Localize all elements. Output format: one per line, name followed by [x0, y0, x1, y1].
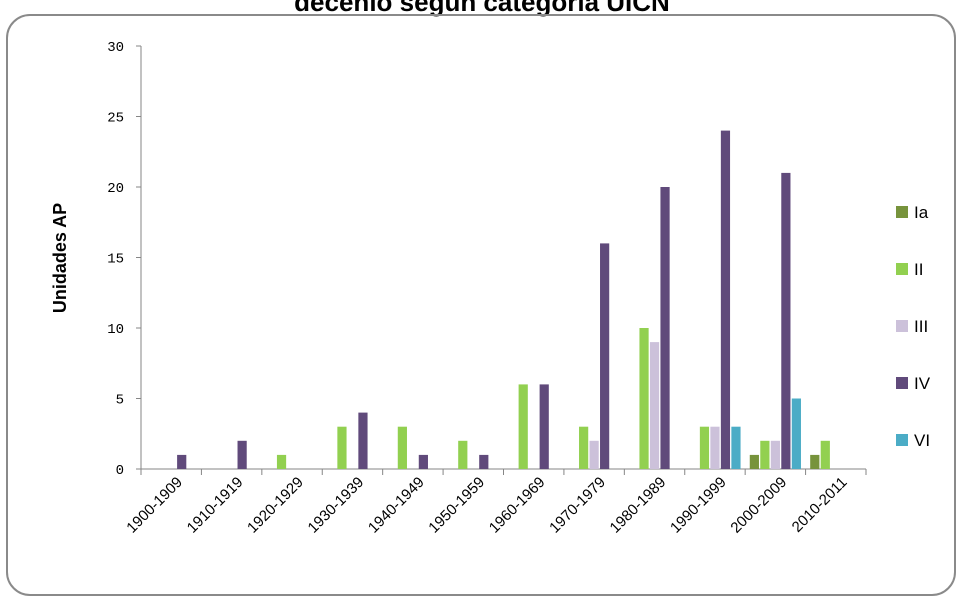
bar-iv-1940-1949	[418, 454, 428, 469]
bar-iv-1910-1919	[237, 440, 247, 469]
legend-swatch-iii	[896, 320, 908, 332]
bar-iv-1990-1999	[720, 130, 731, 469]
x-tick-label: 2000-2009	[727, 474, 790, 537]
y-tick-label: 25	[107, 111, 124, 127]
y-tick-label: 10	[107, 322, 124, 338]
bar-vi-1990-1999	[731, 426, 741, 469]
bar-ii-1990-1999	[699, 426, 710, 469]
y-axis-label: Unidades AP	[50, 203, 70, 313]
bar-iv-1960-1969	[539, 384, 549, 469]
legend-label-iv: IV	[914, 374, 931, 393]
legend-label-ii: II	[914, 260, 923, 279]
bar-vi-2000-2009	[791, 398, 801, 469]
x-tick-label: 1960-1969	[486, 474, 549, 537]
legend-swatch-iv	[896, 377, 908, 389]
y-tick-label: 0	[116, 463, 124, 479]
legend-label-iii: III	[914, 317, 928, 336]
x-tick-label: 1940-1949	[365, 474, 428, 537]
bar-iii-2000-2009	[770, 440, 780, 469]
bar-ii-1950-1959	[458, 440, 468, 469]
bar-iii-1970-1979	[589, 440, 599, 469]
bar-iv-1930-1939	[358, 412, 368, 469]
axes	[136, 45, 867, 475]
y-tick-label: 5	[116, 393, 124, 409]
x-tick-label: 2010-2011	[789, 474, 851, 536]
bar-iv-1980-1989	[660, 187, 670, 469]
legend-swatch-ia	[896, 206, 908, 218]
bar-ii-1930-1939	[337, 426, 347, 469]
y-tick-label: 20	[107, 181, 124, 197]
y-tick-labels: 0 5 10 15 20 25 30	[107, 40, 124, 479]
bar-ii-2000-2009	[760, 440, 770, 469]
bars	[177, 130, 830, 469]
y-tick-label: 30	[107, 40, 124, 56]
legend-swatch-vi	[896, 434, 908, 446]
bar-ia-2000-2009	[749, 454, 759, 469]
bar-iv-1970-1979	[600, 243, 610, 469]
bar-ii-1980-1989	[639, 328, 649, 469]
chart-title: decenio según categoría UICN	[294, 0, 670, 17]
bar-iv-1900-1909	[177, 454, 187, 469]
bar-iii-1980-1989	[649, 342, 660, 469]
x-tick-label: 1930-1939	[305, 474, 368, 537]
bar-ii-1940-1949	[397, 426, 407, 469]
x-tick-label: 1910-1919	[184, 474, 247, 537]
x-tick-label: 1900-1909	[123, 474, 186, 537]
y-tick-label: 15	[107, 252, 124, 268]
bar-iii-1990-1999	[710, 426, 720, 469]
x-tick-label: 1990-1999	[667, 474, 730, 537]
bar-ii-2010-2011	[820, 440, 830, 469]
x-tick-label: 1980-1989	[607, 474, 670, 537]
legend-label-ia: Ia	[914, 203, 929, 222]
chart-frame	[6, 14, 956, 596]
x-tick-label: 1920-1929	[244, 474, 307, 537]
bar-iv-1950-1959	[479, 454, 489, 469]
bar-ii-1960-1969	[518, 384, 528, 469]
legend-label-vi: VI	[914, 431, 930, 450]
bar-ia-2010-2011	[810, 454, 820, 469]
bar-iv-2000-2009	[781, 172, 791, 469]
bar-ii-1970-1979	[579, 426, 589, 469]
x-tick-label: 1970-1979	[546, 474, 609, 537]
bar-ii-1920-1929	[276, 454, 287, 469]
x-tick-label: 1950-1959	[425, 474, 488, 537]
x-tick-labels: 1900-19091910-19191920-19291930-19391940…	[123, 474, 850, 537]
legend-swatch-ii	[896, 263, 908, 275]
